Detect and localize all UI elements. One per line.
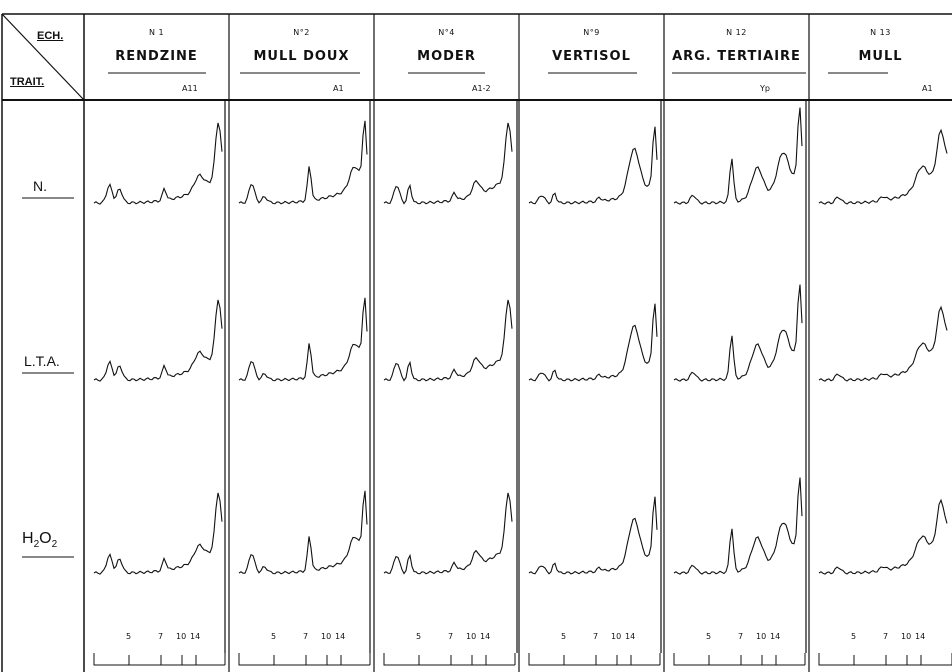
sample-header-4: N°9 VERTISOL (519, 28, 664, 64)
sample-name: MULL (858, 49, 903, 64)
sample-header-2: N°2 MULL DOUX (229, 28, 374, 64)
horizon-label: A11 (182, 84, 198, 93)
sample-header-6: N 13 MULL (809, 28, 952, 64)
treatment-label-n: N. (33, 178, 47, 194)
sample-name: ARG. TERTIAIRE (672, 49, 801, 64)
sample-header-5: N 12 ARG. TERTIAIRE (664, 28, 809, 64)
formula-sub: 2 (33, 539, 40, 551)
sample-number: N 12 (726, 28, 747, 37)
axis-scale (93, 653, 226, 666)
axis-tick-label: 7 (303, 632, 309, 641)
axis-tick-label: 10 (611, 632, 622, 641)
corner-label-samples: ECH. (37, 30, 64, 42)
axis-scale (238, 653, 371, 666)
axis-tick-label: 14 (915, 632, 926, 641)
axis-tick-label: 14 (625, 632, 636, 641)
horizon-label: A1 (922, 84, 933, 93)
sample-header-3: N°4 MODER (374, 28, 519, 64)
treatment-label-h2o2: H2O2 (22, 530, 57, 550)
axis-tick-label: 14 (335, 632, 346, 641)
axis-scale (383, 653, 516, 666)
corner-label-treatments: TRAIT. (10, 76, 45, 88)
axis-tick-label: 5 (851, 632, 857, 641)
axis-scale (528, 653, 661, 666)
axis-tick-label: 14 (190, 632, 201, 641)
sample-name: VERTISOL (552, 49, 631, 64)
diffractogram-trace (818, 305, 948, 382)
sample-number: N°9 (583, 28, 600, 37)
axis-tick-label: 7 (883, 632, 889, 641)
axis-tick-label: 14 (770, 632, 781, 641)
diffractogram-trace (383, 492, 513, 575)
axis-tick-label: 5 (271, 632, 277, 641)
diffractogram-trace (528, 303, 658, 382)
diffractogram-trace (673, 284, 803, 382)
axis-tick-label: 7 (448, 632, 454, 641)
diffractogram-trace (93, 299, 223, 382)
axis-tick-label: 14 (480, 632, 491, 641)
sample-name: MULL DOUX (253, 49, 350, 64)
formula-h: H (22, 530, 34, 547)
sample-number: N 13 (870, 28, 891, 37)
sample-number: N 1 (148, 28, 165, 37)
diffractogram-trace (238, 490, 368, 575)
diffractogram-trace (818, 128, 948, 205)
sample-name: MODER (417, 49, 476, 64)
diffractogram-trace (818, 498, 948, 575)
diffractogram-trace (383, 299, 513, 382)
formula-sub: 2 (51, 539, 58, 551)
diffractogram-trace (673, 107, 803, 205)
diffractogram-trace (383, 122, 513, 205)
horizon-label: A1 (333, 84, 344, 93)
treatment-label-lta: L.T.A. (24, 353, 60, 369)
formula-o: O (39, 530, 52, 547)
horizon-label: A1-2 (472, 84, 491, 93)
diffractogram-trace (673, 477, 803, 575)
axis-tick-label: 7 (593, 632, 599, 641)
diffractogram-trace (93, 492, 223, 575)
sample-header-1: N 1 RENDZINE (84, 28, 229, 64)
axis-scale (818, 653, 952, 666)
axis-tick-label: 10 (466, 632, 477, 641)
axis-tick-label: 10 (176, 632, 187, 641)
axis-tick-label: 5 (416, 632, 422, 641)
diffractogram-trace (238, 297, 368, 382)
axis-tick-label: 7 (738, 632, 744, 641)
sample-number: N°4 (438, 28, 455, 37)
sample-name: RENDZINE (115, 49, 198, 64)
horizon-label: Yp (760, 84, 770, 93)
axis-tick-label: 10 (756, 632, 767, 641)
diffractogram-trace (528, 126, 658, 205)
diffractogram-trace (93, 122, 223, 205)
axis-tick-label: 10 (901, 632, 912, 641)
diffractogram-trace (528, 496, 658, 575)
sample-number: N°2 (293, 28, 310, 37)
axis-tick-label: 5 (126, 632, 132, 641)
axis-tick-label: 5 (706, 632, 712, 641)
axis-tick-label: 7 (158, 632, 164, 641)
axis-tick-label: 10 (321, 632, 332, 641)
axis-tick-label: 5 (561, 632, 567, 641)
axis-scale (673, 653, 806, 666)
diffractogram-trace (238, 120, 368, 205)
